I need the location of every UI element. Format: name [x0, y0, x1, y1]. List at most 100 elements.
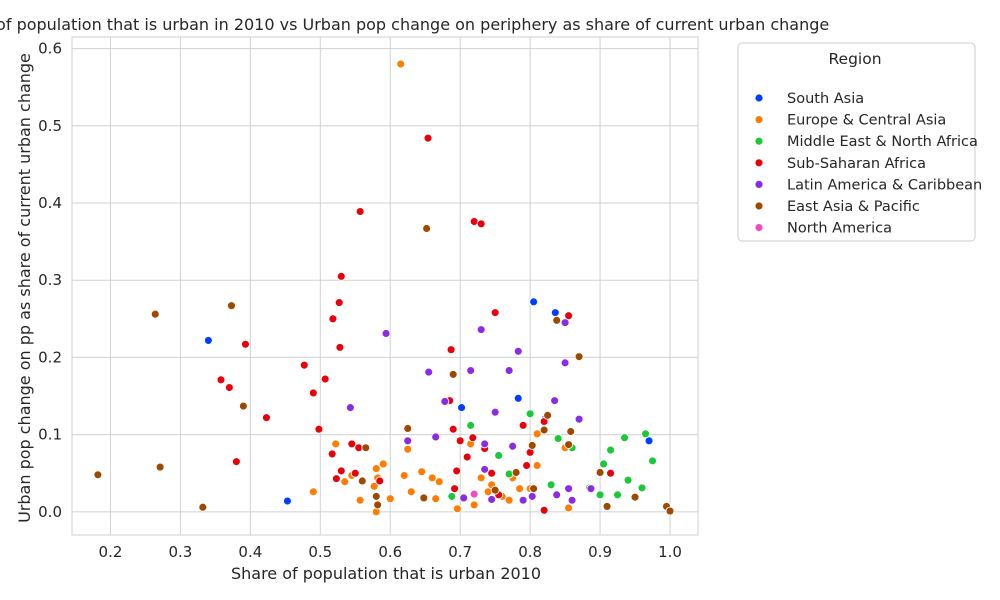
data-point	[440, 396, 450, 406]
y-tick-labels: 0.0 0.1 0.2 0.3 0.4 0.5 0.6	[38, 40, 62, 521]
data-point	[518, 495, 528, 505]
legend: Region South Asia Europe & Central Asia Mi…	[737, 42, 982, 242]
data-point	[238, 401, 248, 411]
data-point	[630, 492, 640, 502]
x-tick-labels: 0.2 0.3 0.4 0.5 0.6 0.7 0.8 0.9 1.0	[99, 543, 682, 561]
data-point	[494, 451, 504, 460]
data-point	[599, 459, 609, 469]
data-point	[515, 484, 525, 494]
legend-marker	[754, 201, 764, 211]
data-point	[385, 494, 395, 504]
data-point	[552, 315, 562, 325]
data-point	[431, 432, 441, 442]
data-point	[490, 407, 500, 417]
data-point	[620, 433, 630, 443]
data-point	[327, 449, 337, 459]
legend-marker	[754, 223, 764, 233]
data-point	[448, 424, 458, 434]
data-point	[434, 477, 444, 487]
y-axis-label: Urban pop change on pp as share of curre…	[15, 53, 34, 523]
y-tick-label: 0.0	[38, 503, 62, 521]
data-point	[553, 434, 563, 443]
data-point	[539, 505, 549, 515]
data-point	[574, 414, 584, 424]
data-point	[93, 470, 103, 480]
data-point	[299, 360, 309, 370]
data-point	[644, 436, 654, 446]
data-point	[527, 440, 537, 450]
y-tick-label: 0.3	[38, 271, 62, 289]
data-point	[399, 471, 409, 480]
data-point	[422, 224, 432, 233]
data-point	[334, 298, 344, 308]
data-point	[665, 506, 675, 516]
data-point	[452, 466, 462, 476]
data-point	[336, 466, 346, 476]
data-point	[427, 473, 437, 483]
data-point	[468, 433, 478, 443]
series-north-america	[469, 489, 479, 499]
data-point	[595, 490, 605, 500]
data-point	[504, 366, 514, 375]
data-point	[308, 388, 318, 398]
data-point	[361, 443, 371, 453]
data-point	[637, 483, 647, 493]
data-point	[513, 346, 523, 356]
data-point	[424, 367, 434, 377]
data-point	[560, 358, 570, 368]
data-point	[527, 491, 537, 501]
data-point	[476, 473, 486, 483]
y-tick-label: 0.2	[38, 348, 62, 366]
data-point	[529, 297, 539, 307]
data-point	[606, 445, 616, 455]
data-point	[525, 409, 535, 419]
legend-label: Latin America & Caribbean	[787, 177, 982, 193]
data-point	[150, 309, 160, 319]
legend-item: North America	[754, 221, 892, 237]
data-point	[355, 495, 365, 505]
data-point	[446, 345, 456, 355]
data-point	[371, 491, 381, 501]
data-point	[518, 420, 528, 430]
data-point	[476, 219, 486, 229]
data-point	[641, 429, 650, 439]
data-point	[350, 468, 360, 478]
legend-item: East Asia & Pacific	[754, 199, 920, 215]
data-point	[403, 436, 413, 446]
data-point	[431, 494, 441, 504]
legend-label: North America	[787, 221, 892, 237]
data-point	[564, 484, 574, 494]
x-tick-label: 0.8	[518, 543, 542, 561]
data-point	[373, 500, 383, 510]
data-point	[567, 495, 577, 505]
data-point	[423, 133, 433, 143]
data-point	[403, 424, 413, 433]
data-point	[487, 495, 497, 504]
x-tick-label: 1.0	[658, 543, 682, 561]
data-point	[308, 487, 318, 497]
series-latin-america-caribbean	[345, 318, 596, 505]
data-point	[504, 495, 514, 505]
data-point	[224, 383, 234, 392]
data-point	[448, 369, 458, 379]
data-point	[513, 393, 523, 403]
y-tick-label: 0.6	[38, 40, 62, 58]
legend-marker	[754, 115, 764, 124]
data-point	[469, 500, 479, 510]
data-point	[623, 475, 633, 485]
legend-label: Middle East & North Africa	[787, 134, 978, 150]
data-point	[357, 476, 367, 486]
data-point	[203, 335, 213, 345]
legend-box	[737, 42, 976, 242]
data-point	[564, 311, 574, 321]
data-point	[466, 366, 476, 375]
x-tick-label: 0.4	[238, 543, 262, 561]
legend-label: Europe & Central Asia	[787, 113, 946, 129]
y-tick-label: 0.4	[38, 194, 62, 212]
data-point	[320, 374, 330, 384]
data-point	[508, 441, 518, 451]
data-point	[511, 468, 521, 477]
data-point	[450, 484, 460, 494]
data-point	[369, 481, 379, 491]
data-point	[406, 487, 416, 497]
